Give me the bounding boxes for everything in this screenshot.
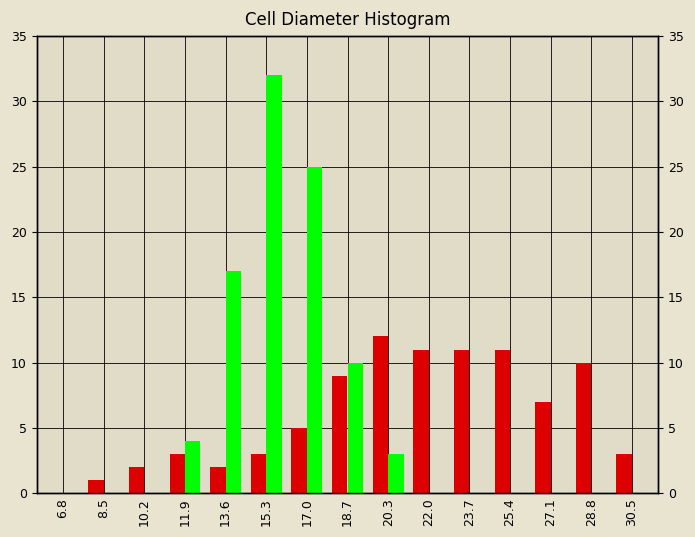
Bar (266, 75, 281, 493)
Bar (185, 441, 200, 493)
Bar (170, 454, 185, 493)
Bar (348, 362, 363, 493)
Bar (291, 428, 307, 493)
Bar (495, 350, 510, 493)
Bar (88, 480, 104, 493)
Bar (388, 454, 404, 493)
Bar (414, 350, 429, 493)
Bar (373, 337, 388, 493)
Bar (251, 454, 266, 493)
Bar (226, 271, 241, 493)
Bar (332, 376, 348, 493)
Bar (129, 467, 145, 493)
Bar (616, 454, 632, 493)
Bar (210, 467, 226, 493)
Bar (454, 350, 469, 493)
Bar (576, 362, 591, 493)
Bar (535, 402, 550, 493)
Bar (307, 167, 322, 493)
Title: Cell Diameter Histogram: Cell Diameter Histogram (245, 11, 450, 29)
